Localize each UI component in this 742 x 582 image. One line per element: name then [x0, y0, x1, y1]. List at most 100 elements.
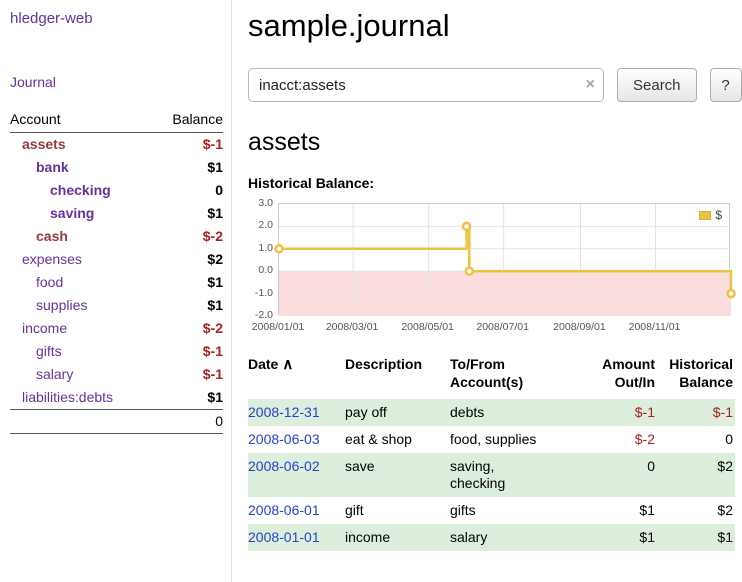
legend-label: $ [715, 208, 722, 222]
sort-ascending-icon: ∧ [282, 356, 294, 373]
account-name-cell: supplies [10, 294, 153, 317]
register-table: Date ∧ Description To/From Account(s) Amo… [248, 353, 735, 551]
register-accounts: saving, checking [450, 458, 506, 491]
accounts-header-row: Account Balance [10, 108, 223, 133]
transaction-date-link[interactable]: 2008-06-01 [248, 502, 320, 518]
account-link[interactable]: expenses [22, 251, 82, 267]
register-date-cell: 2008-12-31 [248, 399, 345, 426]
chart-plot-area[interactable]: $ [274, 203, 736, 316]
account-name-cell: assets [10, 133, 153, 157]
register-balance: $1 [717, 529, 733, 545]
account-link[interactable]: income [22, 320, 68, 336]
account-row: expenses $2 [10, 248, 223, 271]
register-balance: $2 [717, 502, 733, 518]
chart-label: Historical Balance: [248, 175, 375, 191]
app-title-link[interactable]: hledger-web [10, 10, 93, 27]
register-accounts: gifts [450, 502, 476, 518]
chart-point [464, 266, 475, 276]
account-link[interactable]: liabilities:debts [22, 389, 114, 405]
x-axis-tick-label: 2008/09/01 [553, 321, 606, 333]
account-balance: $2 [207, 251, 223, 267]
account-balance: $1 [207, 274, 223, 290]
account-name-cell: expenses [10, 248, 153, 271]
account-row: assets $-1 [10, 133, 223, 157]
register-date-cell: 2008-06-02 [248, 453, 345, 497]
register-header-date[interactable]: Date ∧ [248, 353, 345, 399]
account-name-cell: food [10, 271, 153, 294]
x-axis-tick-label: 2008/07/01 [476, 321, 529, 333]
register-header-amount-line2: Out/In [614, 374, 655, 390]
transaction-date-link[interactable]: 2008-06-02 [248, 458, 320, 474]
account-link[interactable]: cash [36, 228, 68, 244]
account-name-cell: checking [10, 179, 153, 202]
section-title: assets [248, 128, 321, 156]
x-axis-tick-label: 2008/03/01 [325, 321, 379, 333]
account-link[interactable]: gifts [36, 343, 62, 359]
account-balance: $-1 [202, 366, 223, 382]
register-date-cell: 2008-06-03 [248, 426, 345, 453]
chart-point [726, 288, 736, 299]
chart-point [274, 244, 284, 254]
account-link[interactable]: food [36, 274, 64, 290]
account-row: gifts $-1 [10, 340, 223, 363]
account-link[interactable]: salary [36, 366, 74, 382]
transaction-date-link[interactable]: 2008-06-03 [248, 431, 320, 447]
register-header-date-label: Date [248, 356, 279, 372]
accounts-header-balance: Balance [152, 108, 223, 133]
account-name-cell: saving [10, 202, 153, 225]
account-row: liabilities:debts $1 [10, 386, 223, 410]
x-axis-tick-label: 2008/01/01 [251, 321, 305, 333]
transaction-date-link[interactable]: 2008-01-01 [248, 529, 320, 545]
account-name-cell: gifts [10, 340, 153, 363]
account-row: saving $1 [10, 202, 223, 225]
y-axis-tick-label: -1.0 [254, 286, 273, 299]
register-row: 2008-12-31 pay off debts $-1 $-1 [248, 399, 735, 426]
register-header-balance: Historical Balance [657, 353, 735, 399]
register-header-amount-line1: Amount [602, 356, 655, 372]
register-amount: $-2 [634, 431, 655, 447]
account-row: checking 0 [10, 179, 223, 202]
register-amount: $1 [639, 502, 655, 518]
chart-canvas [274, 204, 736, 316]
clear-search-icon[interactable]: × [585, 76, 595, 93]
accounts-total-row: 0 [10, 409, 223, 434]
account-balance: $1 [207, 205, 223, 221]
register-header-accounts-line2: Account(s) [450, 374, 524, 390]
account-link[interactable]: supplies [36, 297, 88, 313]
chart-legend: $ [696, 207, 725, 223]
account-name-cell: cash [10, 225, 153, 248]
account-name-cell: salary [10, 363, 153, 386]
help-button[interactable]: ? [709, 68, 742, 102]
account-balance: $1 [207, 389, 223, 405]
register-header-balance-line2: Balance [679, 374, 733, 390]
register-amount: 0 [647, 458, 655, 474]
y-axis-tick-label: 3.0 [258, 197, 273, 209]
register-description: save [345, 458, 375, 474]
register-accounts: debts [450, 404, 485, 420]
register-accounts: food, supplies [450, 431, 537, 447]
transaction-date-link[interactable]: 2008-12-31 [248, 404, 320, 420]
register-description: eat & shop [345, 431, 412, 447]
search-input-wrap: × [248, 68, 604, 102]
account-link[interactable]: checking [50, 182, 111, 198]
register-description: income [345, 529, 391, 545]
y-axis-tick-label: 0.0 [258, 264, 273, 277]
account-row: salary $-1 [10, 363, 223, 386]
register-date-cell: 2008-01-01 [248, 524, 345, 551]
account-balance: $-1 [202, 343, 223, 359]
account-name-cell: bank [10, 156, 153, 179]
register-row: 2008-06-02 save saving, checking 0 $2 [248, 453, 735, 497]
sidebar: hledger-web Journal Account Balance asse… [0, 0, 232, 582]
account-link[interactable]: bank [36, 159, 69, 175]
x-axis-tick-label: 2008/05/01 [401, 321, 454, 333]
account-link[interactable]: assets [22, 136, 66, 152]
account-balance: $-2 [202, 228, 223, 244]
register-row: 2008-06-03 eat & shop food, supplies $-2 0 [248, 426, 735, 453]
nav-journal-link[interactable]: Journal [10, 74, 56, 90]
account-balance: $1 [207, 297, 223, 313]
search-input[interactable] [248, 68, 604, 102]
account-balance: $-2 [202, 320, 223, 336]
search-button[interactable]: Search [617, 68, 697, 102]
account-link[interactable]: saving [50, 205, 95, 221]
